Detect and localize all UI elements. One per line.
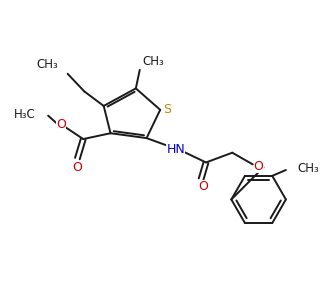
Text: O: O [198,180,208,193]
Text: O: O [56,118,66,131]
Text: O: O [254,160,263,173]
Text: O: O [73,161,82,174]
Text: CH₃: CH₃ [143,55,164,68]
Text: CH₃: CH₃ [297,162,319,175]
Text: HN: HN [167,143,185,156]
Text: CH₃: CH₃ [36,57,58,70]
Text: H₃C: H₃C [14,108,36,121]
Text: S: S [163,103,171,116]
